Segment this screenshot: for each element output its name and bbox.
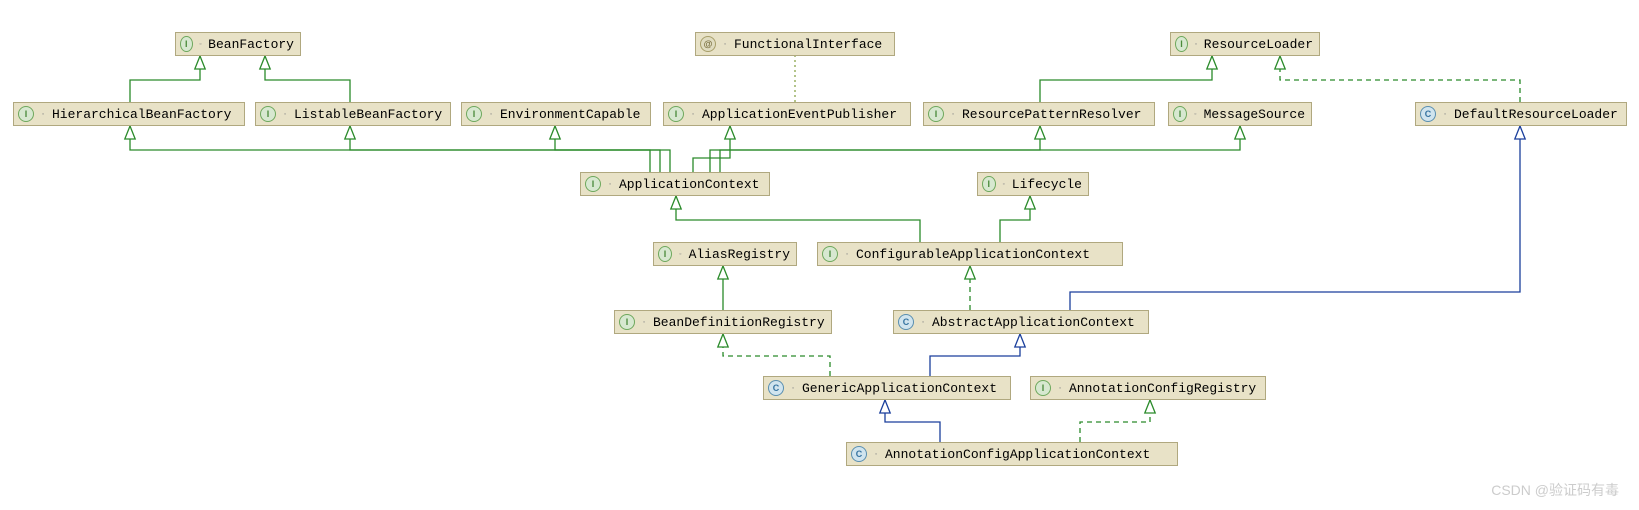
visibility-icon: ◦ <box>948 109 958 119</box>
node-label: ListableBeanFactory <box>294 107 442 122</box>
visibility-icon: ◦ <box>842 249 852 259</box>
visibility-icon: ◦ <box>280 109 290 119</box>
uml-node-AliasRegistry[interactable]: I ◦ AliasRegistry <box>653 242 797 266</box>
node-label: AbstractApplicationContext <box>932 315 1135 330</box>
node-label: FunctionalInterface <box>734 37 882 52</box>
class-icon: C <box>1420 106 1436 122</box>
visibility-icon: ◦ <box>676 249 685 259</box>
uml-node-AnnotationConfigApplicationContext[interactable]: C ◦ AnnotationConfigApplicationContext <box>846 442 1178 466</box>
interface-icon: I <box>260 106 276 122</box>
interface-icon: I <box>982 176 996 192</box>
visibility-icon: ◦ <box>918 317 928 327</box>
visibility-icon: ◦ <box>486 109 496 119</box>
node-label: GenericApplicationContext <box>802 381 997 396</box>
visibility-icon: ◦ <box>720 39 730 49</box>
edge-ApplicationContext-to-MessageSource <box>720 126 1240 172</box>
node-label: ResourcePatternResolver <box>962 107 1141 122</box>
visibility-icon: ◦ <box>688 109 698 119</box>
uml-node-ConfigurableApplicationContext[interactable]: I ◦ ConfigurableApplicationContext <box>817 242 1123 266</box>
node-label: Lifecycle <box>1012 177 1082 192</box>
edge-ConfigurableApplicationContext-to-Lifecycle <box>1000 196 1030 242</box>
node-label: DefaultResourceLoader <box>1454 107 1618 122</box>
uml-node-AbstractApplicationContext[interactable]: C ◦ AbstractApplicationContext <box>893 310 1149 334</box>
edge-ApplicationContext-to-HierarchicalBeanFactory <box>130 126 650 172</box>
uml-node-ListableBeanFactory[interactable]: I ◦ ListableBeanFactory <box>255 102 451 126</box>
uml-node-FunctionalInterface[interactable]: @ ◦ FunctionalInterface <box>695 32 895 56</box>
interface-icon: I <box>619 314 635 330</box>
visibility-icon: ◦ <box>639 317 649 327</box>
uml-node-BeanFactory[interactable]: I ◦BeanFactory <box>175 32 301 56</box>
class-icon: C <box>851 446 867 462</box>
edge-AnnotationConfigApplicationContext-to-GenericApplicationContext <box>885 400 940 442</box>
edge-AbstractApplicationContext-to-DefaultResourceLoader <box>1070 126 1520 310</box>
node-label: HierarchicalBeanFactory <box>52 107 231 122</box>
visibility-icon: ◦ <box>197 39 205 49</box>
class-icon: C <box>898 314 914 330</box>
interface-icon: I <box>668 106 684 122</box>
edge-ConfigurableApplicationContext-to-ApplicationContext <box>676 196 920 242</box>
edge-ResourcePatternResolver-to-ResourceLoader <box>1040 56 1212 102</box>
visibility-icon: ◦ <box>788 383 798 393</box>
edge-AnnotationConfigApplicationContext-to-AnnotationConfigRegistry <box>1080 400 1150 442</box>
interface-icon: I <box>928 106 944 122</box>
node-label: BeanFactory <box>208 37 294 52</box>
uml-node-ResourcePatternResolver[interactable]: I ◦ ResourcePatternResolver <box>923 102 1155 126</box>
edge-GenericApplicationContext-to-BeanDefinitionRegistry <box>723 334 830 376</box>
uml-node-BeanDefinitionRegistry[interactable]: I ◦ BeanDefinitionRegistry <box>614 310 832 334</box>
edge-DefaultResourceLoader-to-ResourceLoader <box>1280 56 1520 102</box>
interface-icon: I <box>18 106 34 122</box>
edge-GenericApplicationContext-to-AbstractApplicationContext <box>930 334 1020 376</box>
watermark: CSDN @验证码有毒 <box>1491 480 1619 500</box>
uml-node-Lifecycle[interactable]: I ◦ Lifecycle <box>977 172 1089 196</box>
uml-node-GenericApplicationContext[interactable]: C ◦ GenericApplicationContext <box>763 376 1011 400</box>
class-icon: C <box>768 380 784 396</box>
interface-icon: I <box>466 106 482 122</box>
node-label: ConfigurableApplicationContext <box>856 247 1090 262</box>
visibility-icon: ◦ <box>1000 179 1008 189</box>
uml-node-DefaultResourceLoader[interactable]: C ◦ DefaultResourceLoader <box>1415 102 1627 126</box>
edge-HierarchicalBeanFactory-to-BeanFactory <box>130 56 200 102</box>
node-label: AnnotationConfigRegistry <box>1069 381 1256 396</box>
uml-node-ApplicationEventPublisher[interactable]: I ◦ ApplicationEventPublisher <box>663 102 911 126</box>
uml-node-EnvironmentCapable[interactable]: I ◦ EnvironmentCapable <box>461 102 651 126</box>
node-label: ResourceLoader <box>1204 37 1313 52</box>
visibility-icon: ◦ <box>1440 109 1450 119</box>
node-label: ApplicationEventPublisher <box>702 107 897 122</box>
edge-ApplicationContext-to-ApplicationEventPublisher <box>693 126 730 172</box>
edge-ApplicationContext-to-ResourcePatternResolver <box>710 126 1040 172</box>
uml-diagram: I◦BeanFactory@◦FunctionalInterfaceI◦Reso… <box>0 0 1639 510</box>
visibility-icon: ◦ <box>605 179 615 189</box>
node-label: ApplicationContext <box>619 177 759 192</box>
uml-node-ApplicationContext[interactable]: I ◦ ApplicationContext <box>580 172 770 196</box>
interface-icon: I <box>585 176 601 192</box>
interface-icon: I <box>180 36 193 52</box>
visibility-icon: ◦ <box>871 449 881 459</box>
visibility-icon: ◦ <box>1191 109 1200 119</box>
visibility-icon: ◦ <box>1055 383 1065 393</box>
edge-ApplicationContext-to-ListableBeanFactory <box>350 126 660 172</box>
interface-icon: I <box>1035 380 1051 396</box>
interface-icon: I <box>658 246 672 262</box>
node-label: AnnotationConfigApplicationContext <box>885 447 1150 462</box>
edge-ListableBeanFactory-to-BeanFactory <box>265 56 350 102</box>
interface-icon: I <box>1173 106 1187 122</box>
interface-icon: I <box>822 246 838 262</box>
visibility-icon: ◦ <box>38 109 48 119</box>
visibility-icon: ◦ <box>1192 39 1200 49</box>
uml-node-HierarchicalBeanFactory[interactable]: I ◦ HierarchicalBeanFactory <box>13 102 245 126</box>
node-label: AliasRegistry <box>689 247 790 262</box>
edge-ApplicationContext-to-EnvironmentCapable <box>555 126 670 172</box>
node-label: BeanDefinitionRegistry <box>653 315 825 330</box>
node-label: EnvironmentCapable <box>500 107 640 122</box>
node-label: MessageSource <box>1204 107 1305 122</box>
interface-icon: I <box>1175 36 1188 52</box>
uml-node-AnnotationConfigRegistry[interactable]: I ◦ AnnotationConfigRegistry <box>1030 376 1266 400</box>
uml-node-ResourceLoader[interactable]: I ◦ ResourceLoader <box>1170 32 1320 56</box>
annotation-icon: @ <box>700 36 716 52</box>
uml-node-MessageSource[interactable]: I ◦ MessageSource <box>1168 102 1312 126</box>
